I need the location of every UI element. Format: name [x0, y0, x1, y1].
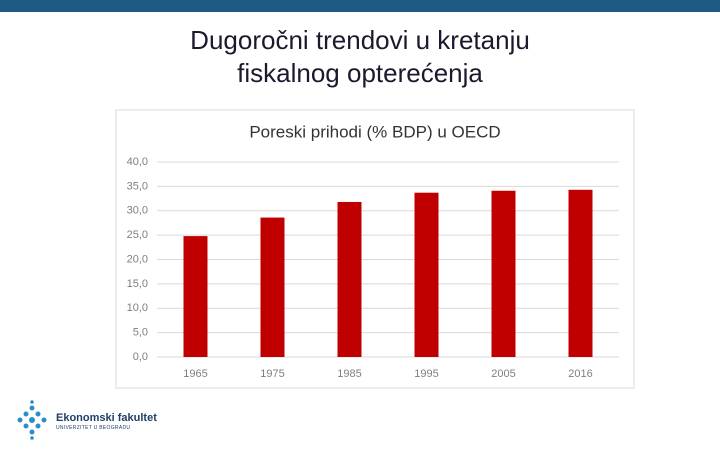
logo-subtitle: UNIVERZITET U BEOGRADU: [56, 425, 131, 431]
bar: [183, 236, 208, 357]
bar: [414, 192, 439, 357]
bar: [260, 217, 285, 357]
x-tick-label: 1975: [260, 368, 284, 380]
chart-title: Poreski prihodi (% BDP) u OECD: [249, 122, 500, 141]
x-tick-label: 1985: [337, 368, 361, 380]
x-tick-label: 1995: [414, 368, 438, 380]
x-tick-label: 2016: [568, 368, 592, 380]
bar: [568, 189, 593, 357]
y-tick-label: 25,0: [127, 229, 148, 241]
y-tick-label: 15,0: [127, 278, 148, 290]
y-tick-label: 10,0: [127, 302, 148, 314]
top-bar: [0, 0, 720, 12]
y-tick-label: 5,0: [133, 327, 148, 339]
logo-icon: [17, 400, 47, 440]
bar: [491, 190, 516, 357]
y-tick-label: 20,0: [127, 253, 148, 265]
x-tick-label: 2005: [491, 368, 515, 380]
bar: [337, 201, 362, 357]
slide-title: Dugoročni trendovi u kretanju fiskalnog …: [190, 25, 530, 88]
x-tick-label: 1965: [183, 368, 207, 380]
y-tick-label: 40,0: [127, 156, 148, 168]
y-tick-label: 0,0: [133, 351, 148, 363]
y-tick-label: 35,0: [127, 180, 148, 192]
y-tick-label: 30,0: [127, 205, 148, 217]
logo-name: Ekonomski fakultet: [56, 412, 157, 424]
